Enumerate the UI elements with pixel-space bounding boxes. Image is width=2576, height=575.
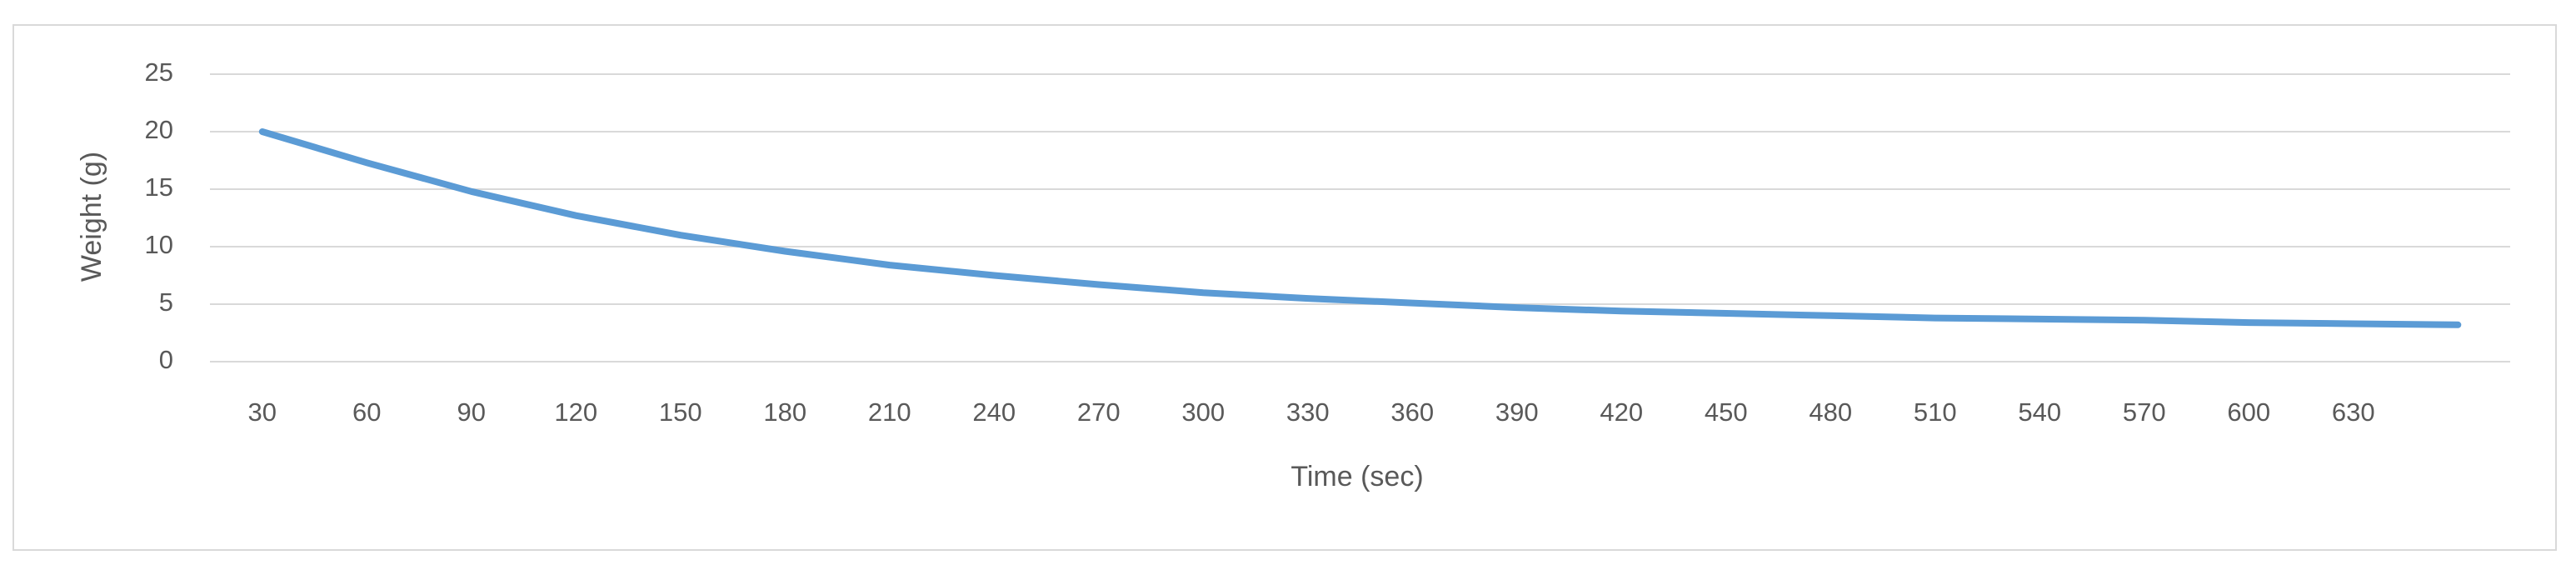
y-tick-label: 25 (145, 58, 173, 87)
x-tick-label: 390 (1495, 398, 1539, 427)
x-tick-label: 600 (2227, 398, 2270, 427)
x-tick-label: 540 (2018, 398, 2061, 427)
y-axis-title: Weight (g) (76, 152, 107, 282)
y-tick-label: 0 (159, 345, 173, 374)
y-tick-label: 20 (145, 115, 173, 144)
x-tick-label: 360 (1390, 398, 1434, 427)
y-tick-label: 5 (159, 288, 173, 317)
x-tick-label: 510 (1914, 398, 1957, 427)
x-tick-label: 570 (2123, 398, 2166, 427)
x-tick-label: 270 (1077, 398, 1121, 427)
x-tick-label: 150 (659, 398, 702, 427)
x-tick-label: 240 (972, 398, 1016, 427)
y-tick-label: 10 (145, 230, 173, 259)
x-tick-label: 90 (457, 398, 486, 427)
x-axis-title: Time (sec) (1290, 461, 1423, 492)
x-tick-label: 630 (2332, 398, 2375, 427)
x-tick-label: 420 (1600, 398, 1643, 427)
x-tick-label: 30 (248, 398, 277, 427)
x-tick-label: 330 (1286, 398, 1330, 427)
data-line (258, 128, 2462, 328)
x-tick-label: 180 (763, 398, 806, 427)
chart-frame (12, 24, 2557, 551)
y-tick-label: 15 (145, 172, 173, 202)
x-tick-label: 450 (1705, 398, 1748, 427)
x-tick-label: 120 (554, 398, 597, 427)
x-tick-label: 60 (352, 398, 381, 427)
x-tick-label: 210 (868, 398, 911, 427)
x-tick-label: 300 (1181, 398, 1225, 427)
x-tick-label: 480 (1809, 398, 1852, 427)
